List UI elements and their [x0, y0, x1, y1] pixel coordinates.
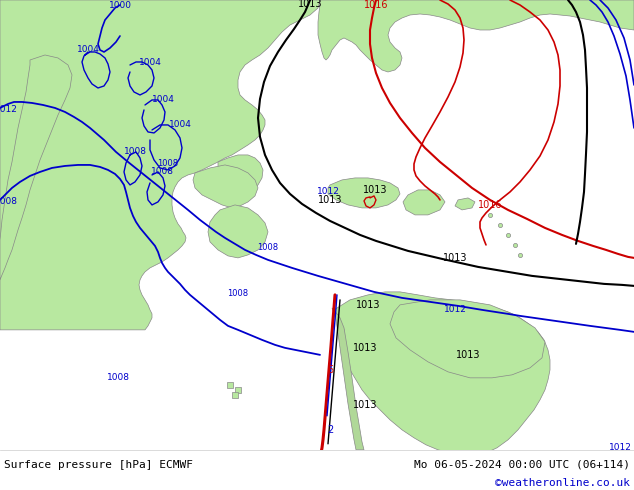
Text: 1012: 1012	[444, 305, 467, 315]
Text: 1000: 1000	[108, 1, 131, 10]
Text: 1013: 1013	[443, 253, 467, 263]
Text: 1008: 1008	[0, 197, 18, 206]
Text: 1013: 1013	[456, 350, 480, 360]
Text: 1016: 1016	[364, 0, 388, 10]
Text: 1004: 1004	[77, 46, 100, 54]
Polygon shape	[403, 190, 445, 215]
Text: 1012: 1012	[609, 443, 631, 452]
Polygon shape	[193, 165, 258, 208]
Text: 1013: 1013	[356, 300, 380, 310]
Text: 2: 2	[327, 425, 333, 435]
Text: 1012: 1012	[316, 187, 339, 196]
Text: Mo 06-05-2024 00:00 UTC (06+114): Mo 06-05-2024 00:00 UTC (06+114)	[414, 460, 630, 470]
Polygon shape	[455, 198, 475, 210]
Text: 1004: 1004	[152, 96, 174, 104]
Polygon shape	[208, 205, 268, 258]
Text: 1008: 1008	[157, 159, 179, 169]
Polygon shape	[328, 178, 400, 208]
Text: 1008: 1008	[150, 168, 174, 176]
Polygon shape	[334, 292, 550, 455]
Text: 1004: 1004	[139, 58, 162, 68]
Text: 1008: 1008	[107, 373, 129, 382]
Polygon shape	[218, 155, 263, 193]
Text: 1008: 1008	[228, 290, 249, 298]
Text: 1008: 1008	[257, 244, 278, 252]
Text: 1013: 1013	[318, 195, 342, 205]
Text: Surface pressure [hPa] ECMWF: Surface pressure [hPa] ECMWF	[4, 460, 193, 470]
Text: 6: 6	[327, 365, 333, 375]
Text: 1008: 1008	[124, 147, 146, 156]
Text: 1013: 1013	[298, 0, 322, 9]
Polygon shape	[0, 0, 320, 330]
Text: ©weatheronline.co.uk: ©weatheronline.co.uk	[495, 478, 630, 488]
Polygon shape	[0, 55, 72, 280]
Text: 1013: 1013	[353, 343, 377, 353]
Polygon shape	[332, 308, 364, 450]
Text: 1013: 1013	[363, 185, 387, 195]
Text: 1012: 1012	[0, 105, 18, 115]
Polygon shape	[390, 300, 545, 378]
Polygon shape	[318, 0, 634, 72]
Text: 1013: 1013	[353, 400, 377, 410]
Text: 1016: 1016	[478, 200, 502, 210]
Text: 1004: 1004	[169, 121, 191, 129]
